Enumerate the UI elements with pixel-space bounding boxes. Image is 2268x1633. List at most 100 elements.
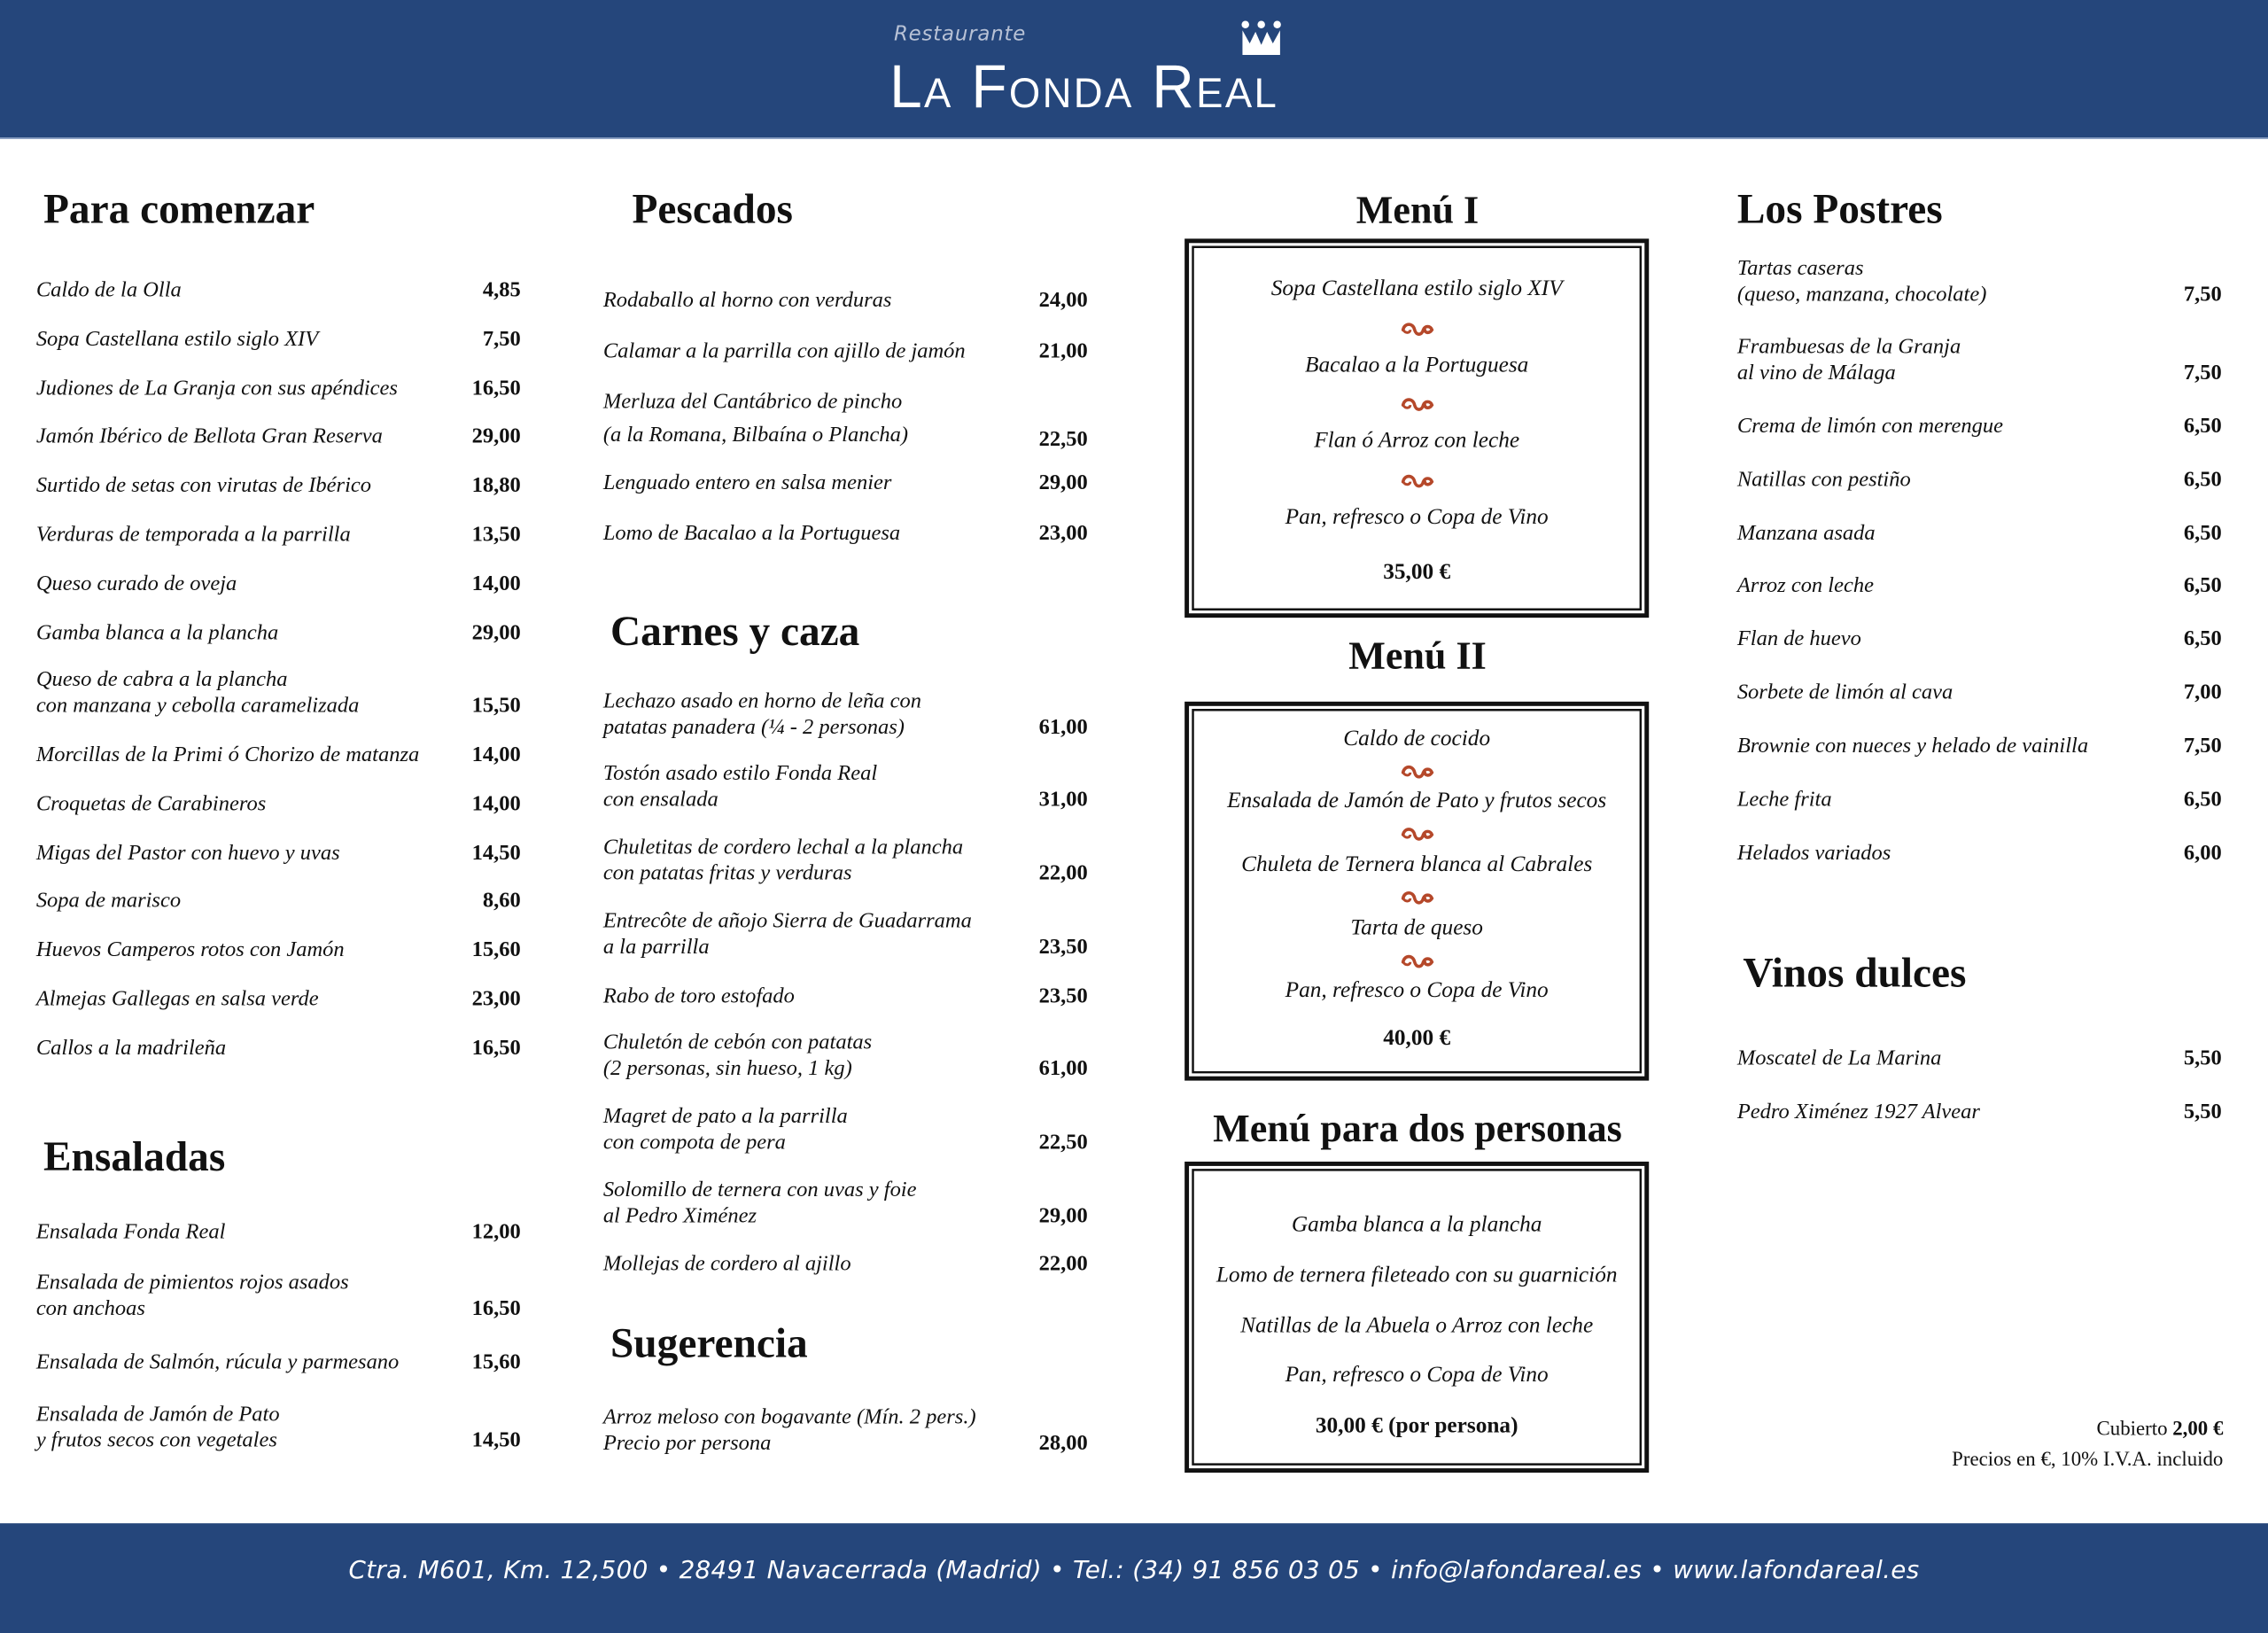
item-name: con compota de pera bbox=[602, 1131, 786, 1155]
item-price: 22,00 bbox=[1038, 1252, 1088, 1276]
item-name: Tartas caseras bbox=[1736, 257, 1864, 281]
menu-item: Flan de huevo 6,50 bbox=[1737, 626, 2222, 652]
menu-item: Migas del Pastor con huevo y uvas 14,50 bbox=[36, 841, 521, 867]
item-name: Migas del Pastor con huevo y uvas bbox=[35, 842, 340, 866]
item-name: Arroz con leche bbox=[1736, 574, 1874, 598]
item-price: 21,00 bbox=[1038, 339, 1088, 363]
menu-item: Natillas con pestiño 6,50 bbox=[1737, 467, 2222, 493]
section-heading-sugerencia: Sugerencia bbox=[610, 1320, 808, 1367]
menu-item: Crema de limón con merengue 6,50 bbox=[1737, 414, 2222, 439]
item-price: 7,50 bbox=[482, 328, 521, 352]
menu-item: Rabo de toro estofado 23,50 bbox=[603, 984, 1088, 1009]
item-name: Surtido de setas con virutas de Ibérico bbox=[35, 474, 372, 498]
item-name: Morcillas de la Primi ó Chorizo de matan… bbox=[35, 743, 420, 767]
item-name: Queso de cabra a la plancha bbox=[35, 668, 288, 692]
item-price: 13,50 bbox=[471, 524, 521, 548]
item-name: Sopa de marisco bbox=[35, 890, 182, 914]
menu-item: Ensalada de Salmón, rúcula y parmesano 15… bbox=[36, 1349, 521, 1375]
item-name: Jamón Ibérico de Bellota Gran Reserva bbox=[35, 424, 383, 449]
set-menu-box bbox=[1184, 701, 1650, 1081]
header-band: Restaurante La Fonda Real bbox=[0, 0, 2268, 139]
item-price: 61,00 bbox=[1038, 716, 1088, 740]
item-name: Natillas con pestiño bbox=[1736, 468, 1911, 493]
menu-price: 40,00 € bbox=[1383, 1025, 1451, 1051]
menu-item: Caldo de la Olla 4,85 bbox=[36, 277, 521, 303]
menu-item: Almejas Gallegas en salsa verde 23,00 bbox=[36, 986, 521, 1012]
menu-item: Ensalada de Jamón de Pato y frutos secos … bbox=[36, 1402, 521, 1454]
item-name: Verduras de temporada a la parrilla bbox=[35, 524, 351, 548]
cover-label: Cubierto bbox=[2096, 1419, 2168, 1442]
menu-item: Rodaballo al horno con verduras 24,00 bbox=[603, 288, 1088, 314]
menu-price: 35,00 € bbox=[1383, 559, 1451, 585]
item-price: 14,00 bbox=[471, 792, 521, 816]
item-name: Precio por persona bbox=[602, 1432, 772, 1456]
menu-item: Sorbete de limón al cava 7,00 bbox=[1737, 680, 2222, 705]
item-name: Sopa Castellana estilo siglo XIV bbox=[35, 328, 319, 352]
item-price: 29,00 bbox=[1038, 1204, 1088, 1229]
item-name: (a la Romana, Bilbaína o Plancha) bbox=[602, 424, 908, 447]
item-name: con anchoas bbox=[35, 1297, 145, 1321]
item-name: Judiones de La Granja con sus apéndices bbox=[35, 377, 398, 401]
menu-course: Chuleta de Ternera blanca al Cabrales bbox=[1241, 851, 1593, 877]
section-heading-carnes: Carnes y caza bbox=[610, 609, 860, 656]
item-price: 8,60 bbox=[482, 890, 521, 914]
item-name: al Pedro Ximénez bbox=[602, 1204, 757, 1229]
item-price: 16,50 bbox=[471, 377, 521, 401]
menu-title: Menú I bbox=[1355, 188, 1480, 232]
item-name: Entrecôte de añojo Sierra de Guadarrama bbox=[602, 909, 972, 934]
item-price: 29,00 bbox=[1038, 471, 1088, 495]
menu-item: Lomo de Bacalao a la Portuguesa 23,00 bbox=[603, 521, 1088, 547]
item-name: Ensalada de Jamón de Pato bbox=[35, 1403, 280, 1427]
item-price: 6,50 bbox=[2183, 415, 2222, 439]
item-name: con ensalada bbox=[602, 788, 718, 812]
item-price: 14,00 bbox=[471, 572, 521, 596]
item-name: Ensalada Fonda Real bbox=[35, 1220, 226, 1245]
menu-item: Sopa de marisco 8,60 bbox=[36, 888, 521, 914]
section-heading-ensaladas: Ensaladas bbox=[43, 1133, 226, 1181]
menu-course: Natillas de la Abuela o Arroz con leche bbox=[1240, 1313, 1594, 1339]
item-name: a la parrilla bbox=[602, 936, 710, 960]
item-name: Leche frita bbox=[1736, 788, 1832, 812]
item-name: con manzana y cebolla caramelizada bbox=[35, 694, 360, 718]
item-name: Brownie con nueces y helado de vainilla bbox=[1736, 735, 2089, 758]
menu-item: Merluza del Cantábrico de pincho (a la Ro… bbox=[603, 386, 1088, 453]
menu-item: Ensalada de pimientos rojos asados con an… bbox=[36, 1270, 521, 1322]
item-price: 7,00 bbox=[2183, 680, 2222, 705]
fleuron-icon bbox=[1401, 828, 1434, 841]
item-name: Ensalada de Salmón, rúcula y parmesano bbox=[35, 1350, 400, 1375]
menu-item: Huevos Camperos rotos con Jamón 15,60 bbox=[36, 937, 521, 963]
item-price: 15,60 bbox=[471, 938, 521, 962]
crown-icon bbox=[1241, 20, 1281, 56]
menu-course: Pan, refresco o Copa de Vino bbox=[1285, 977, 1549, 1003]
menu-item: Lechazo asado en horno de leña con patata… bbox=[603, 688, 1088, 741]
menu-course: Gamba blanca a la plancha bbox=[1291, 1212, 1542, 1237]
fleuron-icon bbox=[1401, 765, 1434, 778]
item-price: 16,50 bbox=[471, 1297, 521, 1321]
menu-title: Menú II bbox=[1348, 634, 1487, 678]
item-name: Arroz meloso con bogavante (Mín. 2 pers.… bbox=[602, 1405, 976, 1430]
menu-item: Ensalada Fonda Real 12,00 bbox=[36, 1219, 521, 1245]
item-price: 28,00 bbox=[1038, 1432, 1088, 1456]
item-name: Calamar a la parrilla con ajillo de jamó… bbox=[602, 339, 966, 363]
menu-item: Gamba blanca a la plancha 29,00 bbox=[36, 620, 521, 646]
item-price: 5,50 bbox=[2183, 1047, 2222, 1071]
menu-course: Pan, refresco o Copa de Vino bbox=[1285, 1362, 1549, 1388]
menu-item: Moscatel de La Marina 5,50 bbox=[1737, 1046, 2222, 1071]
menu-item: Surtido de setas con virutas de Ibérico 1… bbox=[36, 473, 521, 499]
fleuron-icon bbox=[1401, 954, 1434, 968]
item-name: Rodaballo al horno con verduras bbox=[602, 289, 892, 313]
item-name: Lomo de Bacalao a la Portuguesa bbox=[602, 522, 901, 546]
menu-item: Arroz meloso con bogavante (Mín. 2 pers.… bbox=[603, 1404, 1088, 1457]
menu-item: Arroz con leche 6,50 bbox=[1737, 573, 2222, 599]
item-price: 23,00 bbox=[471, 988, 521, 1012]
item-price: 31,00 bbox=[1038, 788, 1088, 812]
section-heading-pescados: Pescados bbox=[632, 186, 793, 233]
item-name: Helados variados bbox=[1736, 842, 1891, 866]
menu-item: Entrecôte de añojo Sierra de Guadarrama a… bbox=[603, 908, 1088, 960]
item-price: 22,50 bbox=[1038, 1131, 1088, 1155]
item-name: Croquetas de Carabineros bbox=[35, 792, 267, 816]
item-name: Queso curado de oveja bbox=[35, 572, 237, 596]
item-price: 14,50 bbox=[471, 842, 521, 866]
menu-course: Lomo de ternera fileteado con su guarnic… bbox=[1216, 1263, 1618, 1288]
